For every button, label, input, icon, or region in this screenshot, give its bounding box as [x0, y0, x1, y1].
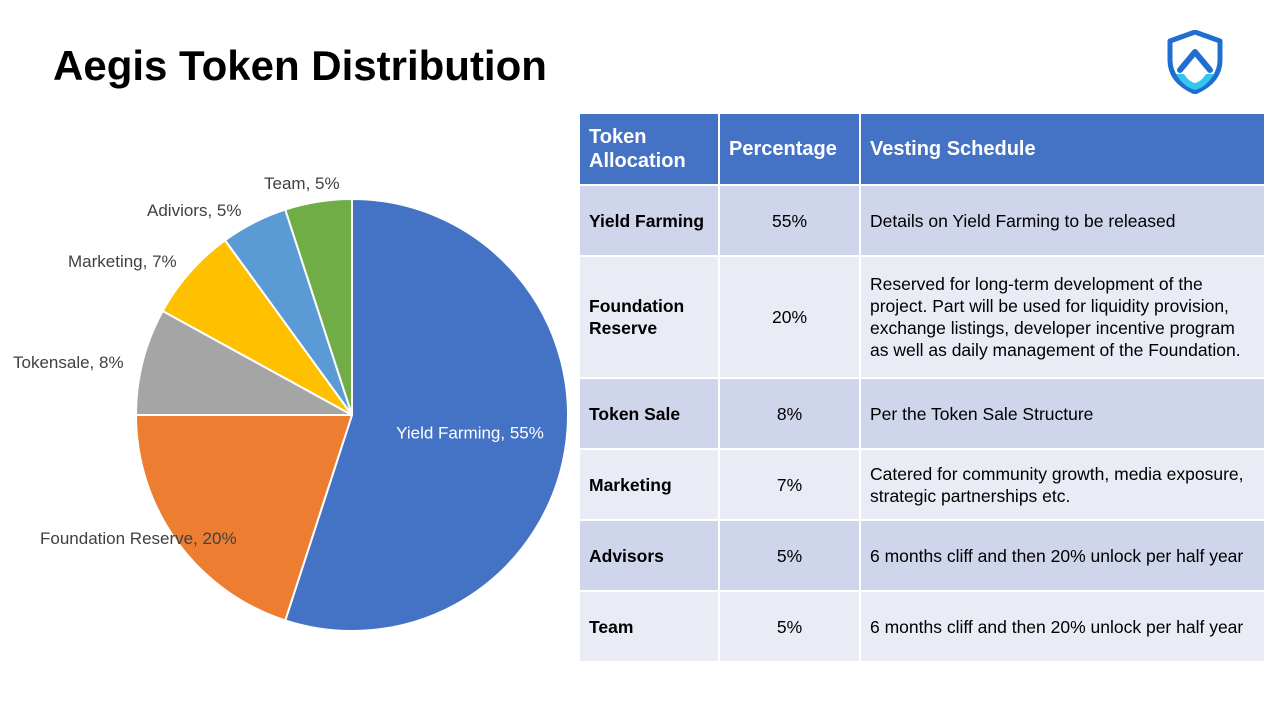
percentage-cell: 5% — [718, 519, 861, 592]
vesting-cell: Per the Token Sale Structure — [859, 377, 1266, 450]
pie-slice — [134, 309, 353, 416]
column-header-allocation: Token Allocation — [578, 112, 720, 186]
table-row: Token Sale 8% Per the Token Sale Structu… — [578, 377, 1266, 450]
allocation-cell: Foundation Reserve — [578, 255, 720, 379]
vesting-cell: 6 months cliff and then 20% unlock per h… — [859, 519, 1266, 592]
allocation-cell: Token Sale — [578, 377, 720, 450]
pie-data-label: Tokensale, 8% — [13, 353, 124, 372]
shield-logo-icon — [1167, 30, 1223, 94]
percentage-cell: 20% — [718, 255, 861, 379]
table-row: Yield Farming 55% Details on Yield Farmi… — [578, 184, 1266, 257]
page-title: Aegis Token Distribution — [53, 42, 547, 89]
table-header-row: Token Allocation Percentage Vesting Sche… — [578, 112, 1266, 186]
column-header-vesting: Vesting Schedule — [859, 112, 1266, 186]
pie-slice — [134, 414, 354, 622]
pie-slice — [283, 197, 353, 416]
token-distribution-pie-chart: Yield Farming, 55% Foundation Reserve, 20… — [13, 174, 569, 632]
vesting-cell: 6 months cliff and then 20% unlock per h… — [859, 590, 1266, 663]
pie-data-label: Foundation Reserve, 20% — [40, 529, 237, 548]
token-allocation-table: Token Allocation Percentage Vesting Sche… — [578, 112, 1266, 663]
allocation-cell: Advisors — [578, 519, 720, 592]
table-row: Foundation Reserve 20% Reserved for long… — [578, 255, 1266, 379]
pie-data-label: Team, 5% — [264, 174, 340, 193]
pie-data-label: Adiviors, 5% — [147, 201, 241, 220]
percentage-cell: 7% — [718, 448, 861, 521]
pie-data-label: Marketing, 7% — [68, 252, 177, 271]
percentage-cell: 8% — [718, 377, 861, 450]
table-row: Marketing 7% Catered for community growt… — [578, 448, 1266, 521]
pie-slice — [283, 197, 569, 632]
percentage-cell: 55% — [718, 184, 861, 257]
percentage-cell: 5% — [718, 590, 861, 663]
column-header-percentage: Percentage — [718, 112, 861, 186]
vesting-cell: Catered for community growth, media expo… — [859, 448, 1266, 521]
allocation-cell: Team — [578, 590, 720, 663]
allocation-cell: Yield Farming — [578, 184, 720, 257]
vesting-cell: Reserved for long-term development of th… — [859, 255, 1266, 379]
vesting-cell: Details on Yield Farming to be released — [859, 184, 1266, 257]
allocation-cell: Marketing — [578, 448, 720, 521]
table-row: Team 5% 6 months cliff and then 20% unlo… — [578, 590, 1266, 663]
pie-data-label: Yield Farming, 55% — [396, 424, 544, 443]
table-row: Advisors 5% 6 months cliff and then 20% … — [578, 519, 1266, 592]
